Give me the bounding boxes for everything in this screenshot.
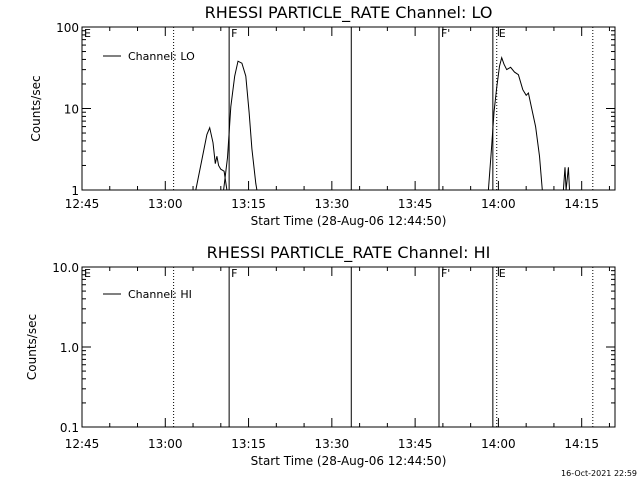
y-tick-label: 1.0: [60, 341, 79, 355]
chart-panel-hi: RHESSI PARTICLE_RATE Channel: HI 12:45 13:…: [25, 243, 616, 468]
x-tick-label: 13:15: [231, 197, 266, 211]
y-tick-label: 0.1: [60, 421, 79, 435]
y-axis-title: Counts/sec: [29, 75, 43, 141]
chart-title: RHESSI PARTICLE_RATE Channel: HI: [207, 243, 491, 263]
x-tick-label: 14:00: [481, 197, 516, 211]
series-line: [562, 167, 570, 191]
x-tick-label: 13:30: [315, 437, 350, 451]
x-tick-label: 14:15: [564, 197, 599, 211]
x-tick-label: 14:00: [481, 437, 516, 451]
marker-label: E: [499, 267, 506, 280]
y-axis-title: Counts/sec: [25, 314, 39, 380]
x-tick-label: 13:45: [398, 437, 433, 451]
marker-label: E: [84, 27, 91, 40]
marker-label: F': [441, 27, 450, 40]
series-line: [487, 55, 543, 191]
series-line: [223, 60, 258, 191]
chart-panel-lo: RHESSI PARTICLE_RATE Channel: LO 12:45 13:…: [29, 3, 616, 228]
marker-label: E: [84, 267, 91, 280]
marker-label: F: [231, 27, 237, 40]
x-axis-title: Start Time (28-Aug-06 12:44:50): [251, 214, 447, 228]
x-tick-label: 12:45: [65, 197, 100, 211]
x-tick-label: 13:30: [315, 197, 350, 211]
marker-label: F': [441, 267, 450, 280]
y-tick-label: 10.0: [52, 261, 79, 275]
marker-label: F: [231, 267, 237, 280]
y-tick-label: 1: [71, 184, 79, 198]
series-line: [195, 126, 228, 191]
legend-label: Channel: LO: [128, 50, 195, 63]
marker-label: E: [499, 27, 506, 40]
x-tick-label: 13:00: [148, 437, 183, 451]
x-axis-title: Start Time (28-Aug-06 12:44:50): [251, 454, 447, 468]
x-tick-label: 14:15: [564, 437, 599, 451]
y-tick-label: 100: [56, 21, 79, 35]
timestamp: 16-Oct-2021 22:59: [561, 469, 637, 478]
chart-title: RHESSI PARTICLE_RATE Channel: LO: [205, 3, 493, 23]
x-tick-label: 13:00: [148, 197, 183, 211]
x-tick-label: 13:15: [231, 437, 266, 451]
legend-label: Channel: HI: [128, 288, 192, 301]
x-tick-label: 13:45: [398, 197, 433, 211]
x-tick-label: 12:45: [65, 437, 100, 451]
y-tick-label: 10: [64, 103, 79, 117]
